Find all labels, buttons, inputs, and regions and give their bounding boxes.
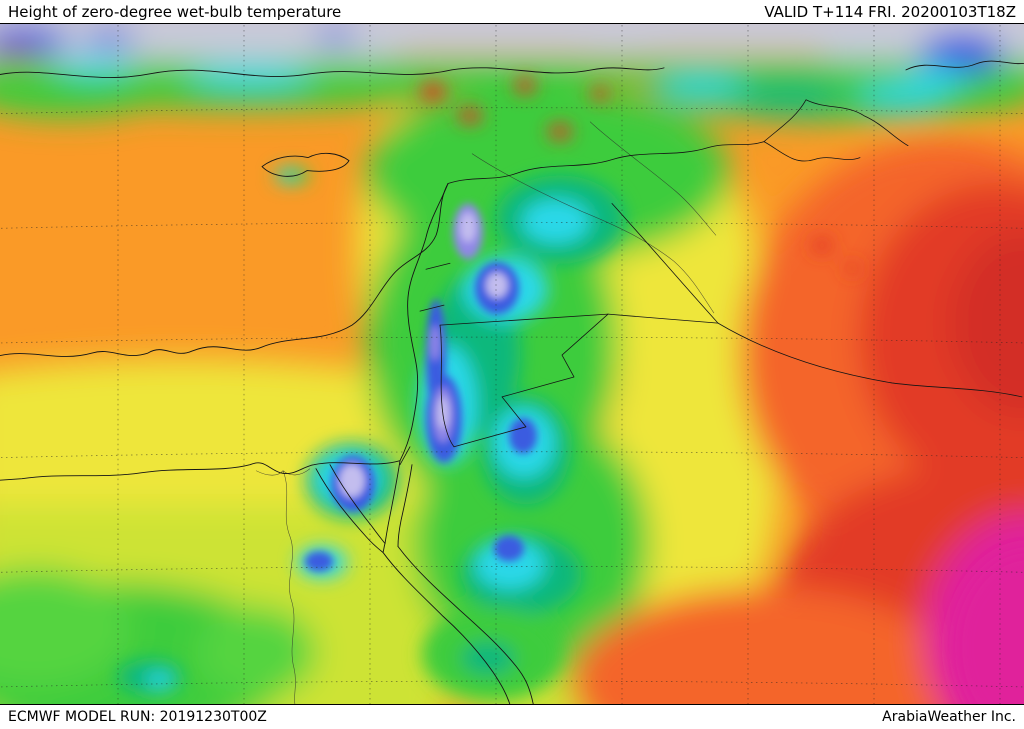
model-run-label: ECMWF MODEL RUN: 20191230T00Z bbox=[8, 709, 267, 725]
graticule bbox=[0, 24, 1024, 704]
attribution-label: ArabiaWeather Inc. bbox=[882, 709, 1016, 725]
footer-bar: ECMWF MODEL RUN: 20191230T00Z ArabiaWeat… bbox=[0, 705, 1024, 729]
weather-map bbox=[0, 24, 1024, 704]
rivers bbox=[255, 121, 717, 704]
valid-time-label: VALID T+114 FRI. 20200103T18Z bbox=[764, 2, 1016, 21]
map-title: Height of zero-degree wet-bulb temperatu… bbox=[8, 2, 342, 21]
map-canvas bbox=[0, 23, 1024, 705]
header-bar: Height of zero-degree wet-bulb temperatu… bbox=[0, 0, 1024, 23]
coastlines bbox=[0, 60, 1024, 704]
country-borders bbox=[399, 99, 1023, 466]
contour-field-cold-cores bbox=[305, 203, 537, 572]
